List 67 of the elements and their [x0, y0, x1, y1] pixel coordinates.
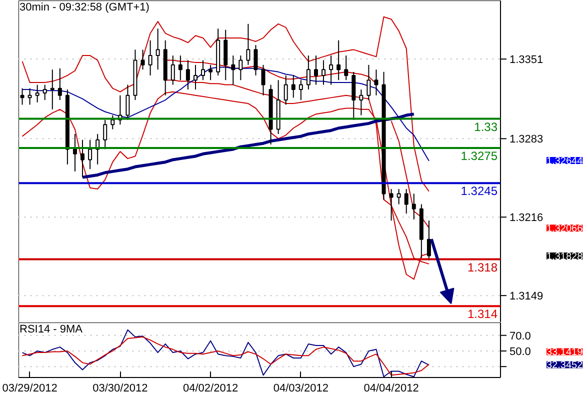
candlestick: [336, 40, 341, 81]
y-tick-label: 70.0: [510, 330, 531, 342]
candlestick: [389, 188, 394, 222]
candlestick: [186, 60, 190, 90]
ref-line-label: 1.314: [467, 307, 498, 322]
x-tick-label: 04/04/2012: [364, 382, 419, 394]
candlestick: [231, 55, 236, 86]
candlestick: [148, 40, 152, 76]
candlestick: [359, 88, 364, 116]
y-tick-label: 1.3216: [510, 212, 544, 224]
candlestick: [156, 28, 160, 70]
x-tick-label: 03/29/2012: [2, 382, 58, 394]
candlestick: [126, 84, 130, 120]
y-tick-label: 50.0: [510, 346, 531, 358]
ref-line-label: 1.318: [467, 260, 498, 274]
candlestick: [291, 74, 296, 98]
x-tick-label: 04/03/2012: [273, 382, 328, 394]
candlestick: [193, 64, 198, 90]
y-tick-label: 1.3351: [510, 54, 544, 66]
chart-title: 30min - 09:32:58 (GMT+1): [20, 2, 150, 14]
candlestick: [80, 139, 85, 178]
candlestick: [35, 84, 40, 103]
line-series: [22, 336, 430, 376]
y-tick-label: 1.3283: [510, 134, 544, 146]
candlestick: [50, 69, 54, 110]
text: 33.1419: [546, 347, 584, 358]
ref-line-label: 1.3245: [460, 184, 498, 198]
candlestick: [103, 119, 108, 150]
line-series: [22, 16, 430, 192]
candlestick: [306, 55, 310, 90]
candlestick: [28, 88, 32, 106]
candlestick: [284, 74, 288, 106]
text: 1.31828: [546, 251, 584, 262]
candlestick: [298, 80, 303, 101]
candlestick: [178, 55, 182, 81]
candlestick: [72, 133, 77, 172]
candlestick: [208, 64, 213, 81]
candlestick: [42, 84, 47, 101]
candlestick: [238, 55, 243, 81]
chart-title: RSI14 - 9MA: [20, 324, 84, 336]
y-tick-label: 1.3149: [510, 290, 544, 303]
candlestick: [426, 220, 431, 261]
text: 1.32644: [546, 156, 584, 167]
candlestick: [366, 64, 371, 101]
x-tick-label: 04/02/2012: [183, 382, 238, 394]
candlestick: [329, 55, 334, 86]
candlestick: [412, 193, 416, 220]
candlestick: [58, 68, 62, 101]
candlestick: [110, 114, 115, 130]
candlestick: [140, 49, 145, 70]
candlestick: [314, 55, 318, 86]
candlestick: [254, 44, 258, 76]
candlestick: [374, 69, 378, 96]
candlestick: [246, 23, 250, 66]
x-tick-label: 03/30/2012: [92, 382, 148, 394]
candlestick: [170, 55, 175, 86]
candlestick: [404, 188, 408, 214]
candlestick: [344, 55, 348, 81]
candlestick: [88, 139, 92, 170]
candlestick: [322, 60, 326, 86]
line-series: [81, 112, 416, 179]
text: 32.3452: [546, 360, 584, 372]
ref-line-label: 1.33: [474, 120, 498, 134]
candlestick: [201, 60, 206, 81]
ref-line-label: 1.3275: [460, 149, 498, 164]
candlestick: [261, 64, 266, 96]
candlestick: [396, 188, 401, 205]
